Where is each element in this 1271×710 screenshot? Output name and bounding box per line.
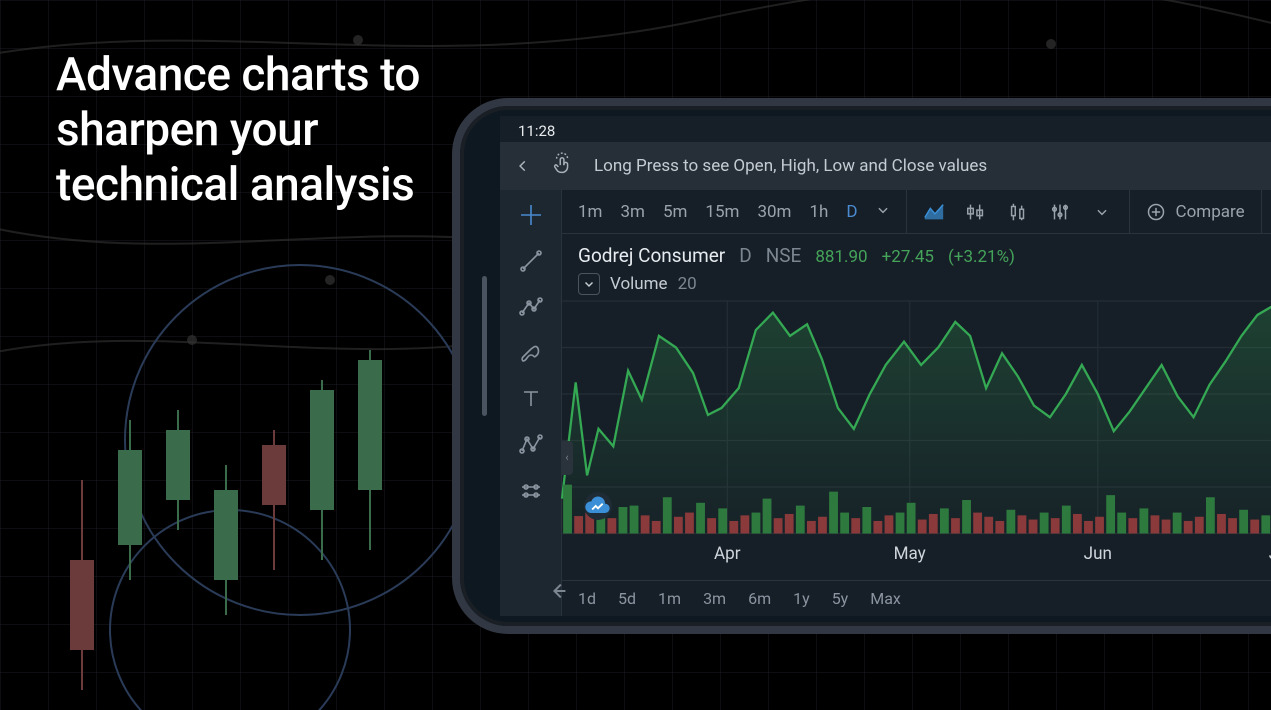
interval-selector: 1m 3m 5m 15m 30m 1h D <box>562 190 907 233</box>
status-bar: 11:28 <box>500 116 1271 142</box>
trendline-tool-icon[interactable] <box>516 246 546 276</box>
stock-price: 881.90 <box>815 247 867 267</box>
range-5y[interactable]: 5y <box>832 589 849 608</box>
svg-text:May: May <box>894 544 926 564</box>
indicator-button[interactable]: In <box>1262 202 1271 222</box>
volume-period: 20 <box>678 274 697 294</box>
chart-options-bar: 1m 3m 5m 15m 30m 1h D <box>562 190 1271 234</box>
device-scroll-indicator <box>482 276 487 416</box>
interval-3m[interactable]: 3m <box>620 202 644 222</box>
range-1m[interactable]: 1m <box>658 589 681 608</box>
interval-1h[interactable]: 1h <box>809 202 828 222</box>
tip-bar: Long Press to see Open, High, Low and Cl… <box>500 142 1271 190</box>
compare-label: Compare <box>1176 202 1245 222</box>
drawing-tool-strip <box>500 190 562 616</box>
area-chart-icon[interactable] <box>923 201 945 223</box>
range-3m[interactable]: 3m <box>703 589 726 608</box>
range-5d[interactable]: 5d <box>618 589 636 608</box>
range-Max[interactable]: Max <box>870 589 901 608</box>
pattern-tool-icon[interactable] <box>516 430 546 460</box>
candles-chart-icon[interactable] <box>965 201 987 223</box>
stock-exchange: NSE <box>766 244 802 267</box>
price-chart[interactable]: ‹ AprMayJunJul <box>562 301 1271 580</box>
interval-1m[interactable]: 1m <box>578 202 602 222</box>
chart-header: Godrej Consumer D NSE 881.90 +27.45 (+3.… <box>562 234 1271 269</box>
stock-change: +27.45 <box>882 247 934 267</box>
chart-type-icons <box>907 190 1130 233</box>
interval-30m[interactable]: 30m <box>757 202 791 222</box>
range-1y[interactable]: 1y <box>793 589 810 608</box>
hollow-candles-icon[interactable] <box>1007 201 1029 223</box>
stock-timeframe: D <box>739 244 751 267</box>
interval-D[interactable]: D <box>846 202 857 222</box>
compare-button[interactable]: Compare <box>1130 190 1262 233</box>
back-arrow-icon[interactable] <box>548 580 570 606</box>
status-time: 11:28 <box>518 122 555 140</box>
polyline-tool-icon[interactable] <box>516 292 546 322</box>
volume-indicator-row[interactable]: Volume 20 <box>562 269 1271 295</box>
range-1d[interactable]: 1d <box>578 589 596 608</box>
device-frame: 11:28 Long Press to see Open, High, Low … <box>460 106 1271 626</box>
svg-text:Apr: Apr <box>714 544 741 564</box>
chevron-down-icon[interactable] <box>578 273 600 295</box>
svg-text:Jun: Jun <box>1084 544 1112 564</box>
chevron-down-icon[interactable] <box>1091 201 1113 223</box>
range-6m[interactable]: 6m <box>748 589 771 608</box>
text-tool-icon[interactable] <box>516 384 546 414</box>
back-icon[interactable] <box>514 157 532 175</box>
interval-chevron-icon[interactable] <box>876 202 890 222</box>
cloud-sync-icon[interactable] <box>584 492 612 520</box>
stock-pct: (+3.21%) <box>948 247 1015 267</box>
range-bar: 1d5d1m3m6m1y5yMax 11:28 <box>562 580 1271 616</box>
stock-name: Godrej Consumer <box>578 244 725 267</box>
tip-text: Long Press to see Open, High, Low and Cl… <box>594 156 987 176</box>
brush-tool-icon[interactable] <box>516 338 546 368</box>
device-screen: 11:28 Long Press to see Open, High, Low … <box>500 116 1271 616</box>
tap-gesture-icon <box>552 155 574 177</box>
decorative-candlesticks <box>70 390 410 650</box>
volume-label: Volume <box>610 274 668 294</box>
settings-dropdown-icon[interactable] <box>1049 201 1071 223</box>
interval-5m[interactable]: 5m <box>663 202 687 222</box>
headline: Advance charts to sharpen your technical… <box>56 48 476 214</box>
crosshair-tool-icon[interactable] <box>516 200 546 230</box>
expand-handle-icon[interactable]: ‹ <box>561 441 573 475</box>
interval-15m[interactable]: 15m <box>705 202 739 222</box>
measure-tool-icon[interactable] <box>516 476 546 506</box>
